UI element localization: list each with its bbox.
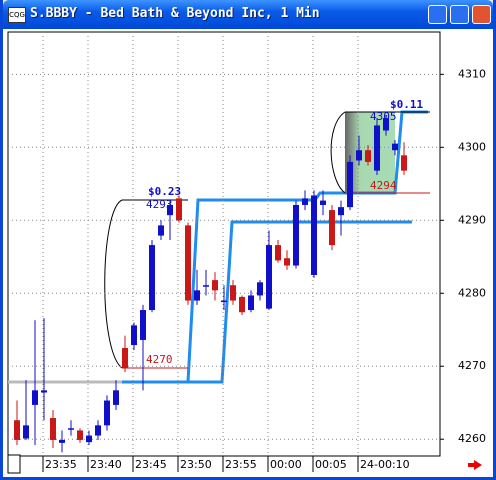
candle-body: [203, 285, 209, 287]
window-title: S.BBBY - Bed Bath & Beyond Inc, 1 Min: [30, 6, 320, 21]
x-tick-label: 23:55: [225, 458, 257, 471]
x-tick-label: 23:50: [180, 458, 212, 471]
candle-body: [257, 282, 263, 296]
candle-body: [158, 225, 164, 236]
x-tick-label: 00:00: [270, 458, 302, 471]
minimize-button[interactable]: [428, 5, 447, 24]
annotation: 4294: [370, 179, 397, 192]
candle-body: [86, 435, 92, 443]
candle-body: [275, 245, 281, 261]
candle-body: [77, 430, 83, 440]
x-tick-label: 24-00:10: [360, 458, 410, 471]
candle-body: [248, 295, 254, 311]
plot-area: [7, 31, 441, 457]
maximize-button[interactable]: [450, 5, 469, 24]
annotation: $0.23: [148, 185, 181, 198]
candle-body: [284, 258, 290, 266]
candle-body: [149, 245, 155, 311]
y-tick-label: 4260: [458, 432, 486, 445]
candle-body: [140, 310, 146, 340]
candle-body: [302, 198, 308, 205]
candle-body: [356, 150, 362, 161]
candle-body: [95, 425, 101, 436]
close-button[interactable]: [472, 5, 491, 24]
app-icon: CQG: [8, 7, 26, 23]
candle-body: [59, 439, 65, 443]
candle-body: [113, 390, 119, 405]
candle-body: [212, 280, 218, 291]
candle-body: [14, 420, 20, 440]
corner-box: [7, 454, 21, 474]
candle-body: [176, 198, 182, 221]
x-tick-label: 00:05: [315, 458, 347, 471]
candle-body: [230, 285, 236, 301]
y-tick-label: 4270: [458, 359, 486, 372]
candle-body: [383, 118, 389, 131]
candle-body: [239, 296, 245, 313]
y-tick-label: 4310: [458, 67, 486, 80]
x-tick-label: 23:45: [135, 458, 167, 471]
candle-body: [185, 225, 191, 301]
candle-body: [221, 300, 227, 303]
annotation: $0.11: [390, 98, 423, 111]
candle-body: [374, 125, 380, 171]
candle-body: [167, 204, 173, 216]
y-tick-label: 4300: [458, 140, 486, 153]
candle-body: [392, 143, 398, 151]
candle-body: [68, 428, 74, 430]
candle-body: [338, 207, 344, 216]
candle-body: [311, 195, 317, 276]
candle-body: [266, 245, 272, 309]
candle-body: [347, 161, 353, 208]
candle-body: [401, 155, 407, 171]
annotation: 4305: [370, 110, 397, 123]
candle-body: [329, 210, 335, 246]
candle-body: [293, 204, 299, 266]
candle-body: [194, 290, 200, 301]
y-tick-label: 4290: [458, 213, 486, 226]
candle-body: [320, 200, 326, 205]
title-bar: CQG S.BBBY - Bed Bath & Beyond Inc, 1 Mi…: [3, 0, 493, 29]
y-tick-label: 4280: [458, 286, 486, 299]
candle-body: [104, 400, 110, 426]
annotation: 4270: [146, 353, 173, 366]
candle-body: [32, 390, 38, 405]
candle-body: [41, 390, 47, 393]
annotation: 4293: [146, 198, 173, 211]
candle-body: [365, 150, 371, 162]
candle-body: [131, 325, 137, 346]
candle-body: [122, 347, 128, 369]
candle-body: [23, 425, 29, 439]
scroll-arrow[interactable]: [468, 460, 482, 470]
x-tick-label: 23:35: [45, 458, 77, 471]
x-tick-label: 23:40: [90, 458, 122, 471]
candle-body: [50, 418, 56, 440]
